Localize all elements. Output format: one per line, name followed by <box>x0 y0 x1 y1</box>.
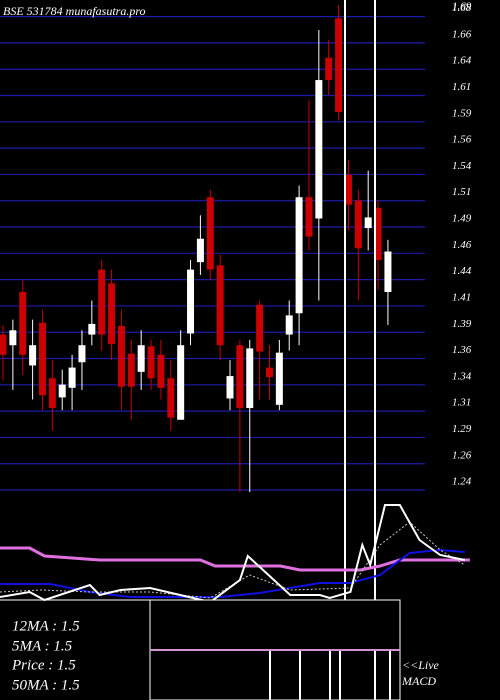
ma-text: 12MA : 1.5 <box>12 618 80 634</box>
y-tick-label: 1.49 <box>452 213 472 225</box>
indicator-line <box>0 521 466 599</box>
y-tick-label: 1.44 <box>452 265 472 277</box>
y-tick-label: 1.29 <box>452 423 472 435</box>
candle-body <box>98 269 106 335</box>
y-tick-label: 1.54 <box>452 160 472 172</box>
candle-body <box>285 315 293 335</box>
candle-body <box>58 384 66 398</box>
candle-body <box>68 367 76 388</box>
ma-text: 5MA : 1.5 <box>12 638 73 654</box>
candle-body <box>335 18 343 113</box>
y-tick-label: 1.26 <box>452 449 472 461</box>
y-tick-label: 1.34 <box>452 370 472 382</box>
candle-body <box>167 378 175 418</box>
indicator-line <box>0 548 465 598</box>
y-tick-label: 1.64 <box>452 55 472 67</box>
candle-body <box>19 291 27 355</box>
candle-body <box>236 345 244 409</box>
indicators <box>0 504 470 604</box>
candle-body <box>108 283 116 345</box>
y-tick-label: 1.36 <box>452 344 472 356</box>
candle-body <box>256 304 264 352</box>
candle-body <box>78 345 86 363</box>
indicator-line <box>0 546 470 572</box>
candle-body <box>226 376 234 399</box>
y-tick-label: 1.24 <box>452 476 472 488</box>
candle-body <box>117 326 125 387</box>
candle-body <box>187 269 195 334</box>
candle-body <box>29 345 37 366</box>
y-tick-label: 1.56 <box>452 134 472 146</box>
candle-body <box>315 80 323 219</box>
candle-body <box>384 251 392 292</box>
macd-text: MACD <box>401 674 436 688</box>
candle-body <box>88 323 96 335</box>
candle-body <box>0 334 7 355</box>
y-tick-label: 1.31 <box>452 397 471 409</box>
candle-body <box>354 200 362 249</box>
candles <box>0 5 392 493</box>
live-text: <<Live <box>402 658 440 672</box>
chart-title: BSE 531784 munafasutra.pro <box>3 4 146 18</box>
candle-body <box>147 346 155 379</box>
indicator-line <box>0 504 466 604</box>
candle-body <box>295 197 303 314</box>
y-tick-label: 1.46 <box>452 239 472 251</box>
candle-body <box>246 348 254 409</box>
y-tick-label: 1.59 <box>452 107 472 119</box>
candle-body <box>127 353 135 387</box>
y-tick-label: 1.68 <box>452 2 472 14</box>
y-tick-label: 1.66 <box>452 28 472 40</box>
ma-text: 50MA : 1.5 <box>12 677 80 693</box>
candle-body <box>157 354 165 388</box>
candle-body <box>275 352 283 405</box>
candle-body <box>325 57 333 81</box>
candle-body <box>305 197 313 237</box>
candle-body <box>344 174 352 205</box>
y-tick-label: 1.39 <box>452 318 472 330</box>
candle-body <box>364 217 372 229</box>
candle-body <box>206 197 214 270</box>
y-high-label: 1.69 <box>452 0 472 12</box>
candle-body <box>137 345 145 372</box>
candle-body <box>216 265 224 346</box>
y-tick-label: 1.61 <box>452 81 471 93</box>
candle-body <box>374 207 382 261</box>
candle-body <box>9 330 17 346</box>
candle-body <box>48 378 56 409</box>
y-tick-label: 1.41 <box>452 291 471 303</box>
candle-body <box>38 322 46 396</box>
y-tick-label: 1.51 <box>452 186 471 198</box>
candle-body <box>265 367 273 378</box>
ma-text: Price : 1.5 <box>11 657 76 673</box>
candle-body <box>196 238 204 263</box>
candle-body <box>177 345 185 420</box>
